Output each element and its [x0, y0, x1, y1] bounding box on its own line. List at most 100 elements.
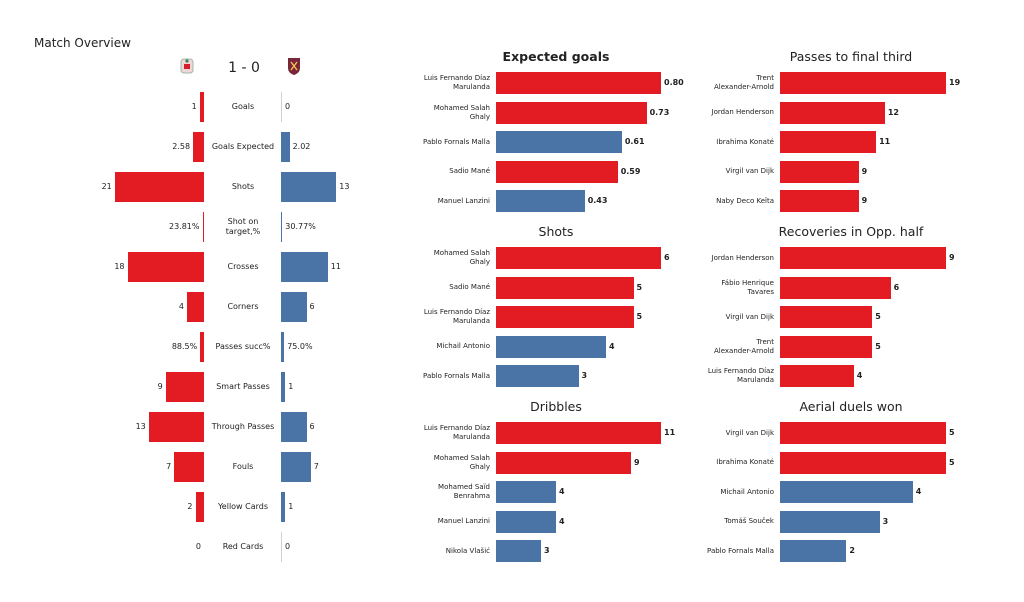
away-value: 30.77% [285, 222, 316, 231]
away-value: 6 [309, 422, 315, 431]
player-bar [780, 160, 859, 183]
away-value: 0 [285, 102, 291, 111]
home-value: 7 [166, 462, 172, 471]
home-bar [148, 412, 204, 442]
player-bar [780, 276, 891, 299]
away-bar [281, 372, 286, 402]
west-ham-crest-icon [288, 58, 300, 75]
stat-label: Shots [231, 182, 255, 191]
player-value: 4 [559, 516, 565, 526]
home-bar [114, 172, 204, 202]
player-name: Trent Alexander-Arnold [714, 74, 774, 91]
player-name: Jordan Henderson [711, 108, 775, 116]
stat-label: Crosses [227, 262, 259, 271]
player-value: 11 [879, 137, 891, 146]
player-value: 9 [634, 457, 640, 467]
page-title: Match Overview [34, 36, 131, 50]
player-value: 4 [856, 371, 863, 380]
player-bar [496, 510, 556, 533]
player-name: Luis Fernando Díaz Marulanda [423, 308, 490, 325]
player-value: 5 [636, 282, 643, 292]
player-value: 4 [559, 487, 565, 496]
home-value: 9 [157, 382, 163, 391]
player-value: 5 [636, 312, 643, 321]
player-bar [780, 540, 847, 562]
away-bar [281, 332, 285, 362]
player-name: Jordan Henderson [711, 253, 775, 262]
player-name: Sadio Mané [449, 167, 490, 175]
player-name: Virgil van Dijk [725, 428, 774, 437]
player-name: Manuel Lanzini [437, 517, 490, 525]
player-bar [780, 481, 913, 503]
home-bar [202, 212, 204, 242]
away-value: 11 [330, 262, 341, 271]
player-name: Pablo Fornals Malla [423, 137, 490, 146]
home-value: 18 [114, 262, 125, 271]
home-value: 21 [101, 182, 112, 191]
player-bar [780, 422, 946, 444]
player-name: Mohamed Salah Ghaly [433, 249, 490, 266]
away-bar [281, 492, 286, 522]
player-value: 6 [893, 282, 900, 292]
away-value: 7 [313, 462, 319, 471]
stat-label: Red Cards [222, 542, 264, 551]
home-bar [165, 372, 204, 402]
player-value: 5 [949, 457, 955, 467]
player-name: Luis Fernando Díaz Marulanda [423, 424, 490, 441]
player-value: 6 [664, 253, 670, 262]
chart-title: Passes to final third [789, 49, 913, 64]
player-value: 5 [949, 428, 955, 437]
player-name: Trent Alexander-Arnold [714, 337, 774, 355]
player-name: Manuel Lanzini [437, 196, 490, 205]
home-value: 13 [135, 422, 146, 431]
home-bar [193, 132, 204, 162]
player-name: Virgil van Dijk [725, 167, 774, 175]
chart-title: Expected goals [502, 49, 610, 64]
player-bar [496, 451, 631, 474]
home-bar [127, 252, 204, 282]
player-bar [780, 335, 873, 358]
player-bar [496, 540, 541, 562]
away-value: 13 [339, 182, 350, 191]
player-bar [496, 101, 647, 124]
home-bar [187, 292, 204, 322]
player-bar [780, 451, 946, 474]
player-bar [780, 131, 877, 153]
player-value: 0.43 [587, 196, 608, 205]
stat-label: Corners [227, 302, 259, 311]
away-value: 0 [285, 542, 291, 551]
home-value: 4 [178, 302, 184, 311]
chart-title: Recoveries in Opp. half [778, 224, 924, 239]
chart-title: Dribbles [530, 399, 582, 414]
stat-label: Goals [231, 102, 255, 111]
home-bar [199, 92, 204, 122]
home-bar [174, 452, 204, 482]
away-value: 1 [288, 382, 294, 391]
player-value: 2 [849, 546, 855, 555]
player-name: Nikola Vlašić [445, 546, 490, 555]
player-bar [780, 101, 885, 124]
away-value: 1 [288, 502, 294, 511]
player-name: Mohamed Salah Ghaly [433, 453, 490, 471]
player-value: 12 [887, 107, 899, 117]
player-value: 0.61 [624, 137, 645, 146]
chart-title: Aerial duels won [799, 399, 903, 414]
home-value: 2.58 [172, 142, 191, 151]
player-bar [780, 72, 946, 94]
player-name: Ibrahima Konaté [716, 137, 774, 146]
stat-label: Shot on target,% [225, 217, 261, 236]
stat-label: Through Passes [211, 422, 275, 431]
player-name: Pablo Fornals Malla [707, 546, 774, 555]
player-value: 0.80 [664, 78, 684, 87]
away-bar [281, 252, 328, 282]
player-value: 5 [875, 341, 881, 351]
home-value: 23.81% [168, 222, 200, 231]
away-bar [281, 132, 290, 162]
away-bar [281, 212, 283, 242]
stat-label: Goals Expected [211, 142, 275, 151]
player-bar [780, 247, 946, 269]
player-value: 4 [609, 341, 615, 351]
away-bar [281, 292, 307, 322]
player-bar [780, 306, 873, 328]
player-value: 9 [861, 166, 868, 176]
